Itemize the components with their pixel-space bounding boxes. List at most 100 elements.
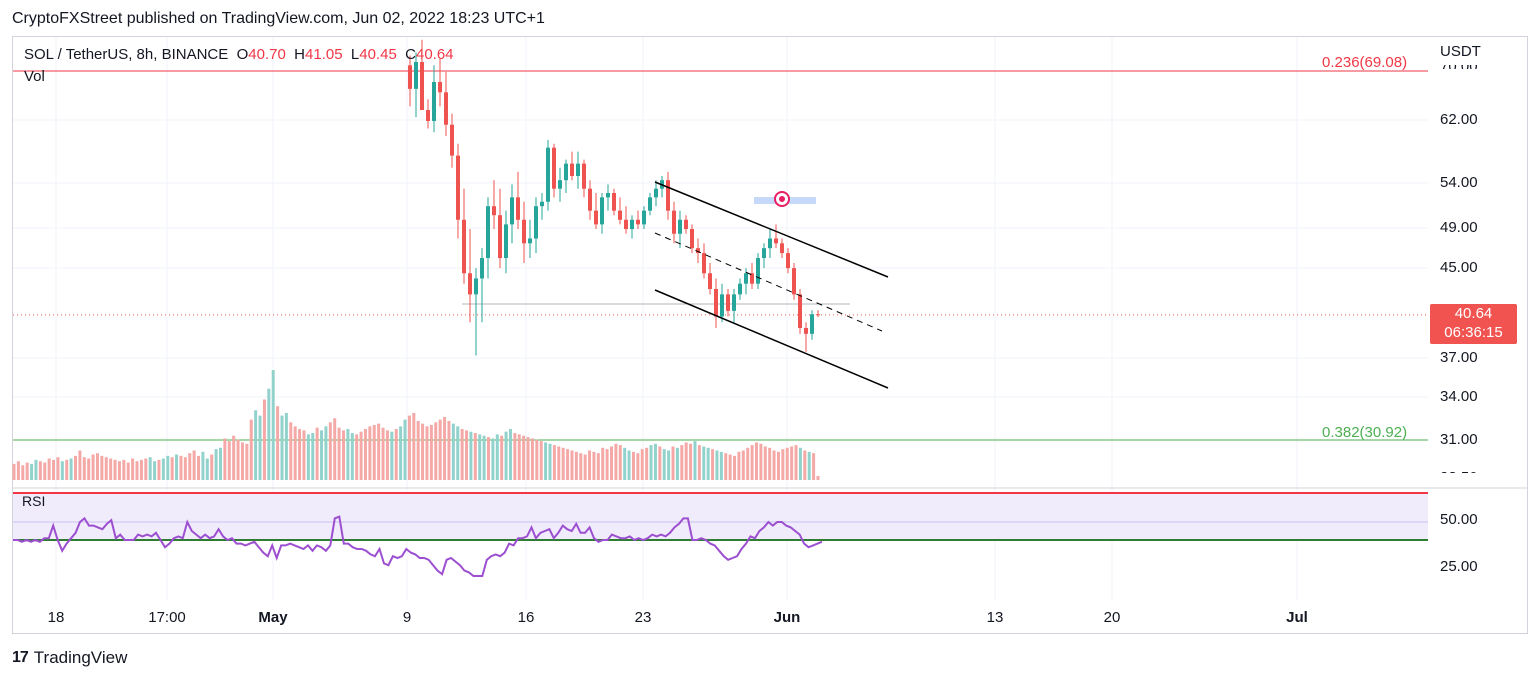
volume-bar <box>768 447 772 480</box>
volume-bar <box>724 453 728 480</box>
volume-bar <box>394 429 398 480</box>
volume-bar <box>368 426 372 480</box>
volume-bar <box>596 453 600 480</box>
volume-bar <box>579 453 583 480</box>
volume-bar <box>754 442 758 480</box>
candle-body <box>654 188 658 198</box>
volume-bar <box>254 410 258 480</box>
volume-bar <box>684 442 688 480</box>
volume-bar <box>25 462 29 480</box>
volume-bar <box>183 457 187 480</box>
volume-bar <box>302 430 306 480</box>
volume-bar <box>746 447 750 480</box>
volume-bar <box>627 450 631 480</box>
candle-body <box>642 210 646 225</box>
volume-bar <box>610 446 614 480</box>
candle-body <box>456 155 460 220</box>
volume-bar <box>192 450 196 480</box>
chart-panel[interactable] <box>12 36 1528 634</box>
volume-bar <box>500 435 504 480</box>
volume-bar <box>425 426 429 480</box>
volume-bar <box>592 451 596 480</box>
volume-bar <box>522 435 526 480</box>
candle-body <box>618 210 622 220</box>
tradingview-brand: TradingView <box>33 648 128 667</box>
volume-bar <box>689 443 693 480</box>
volume-bar <box>482 435 486 480</box>
tradingview-logo-icon: 17 <box>12 649 29 666</box>
y-tick-label: 37.00 <box>1440 349 1478 366</box>
volume-bar <box>333 418 337 480</box>
volume-bar <box>473 433 477 480</box>
rsi-tick-label: 50.00 <box>1440 511 1478 528</box>
volume-bar <box>526 437 530 480</box>
volume-bar <box>460 429 464 480</box>
volume-bar <box>218 447 222 480</box>
x-tick-label: Jun <box>773 609 801 626</box>
volume-bar <box>21 465 25 480</box>
candle-body <box>504 224 508 259</box>
volume-bar <box>267 388 271 480</box>
rsi-line <box>13 515 823 577</box>
volume-bar <box>104 457 108 480</box>
x-tick-label: 9 <box>402 609 412 626</box>
volume-bar <box>197 455 201 480</box>
volume-bar <box>34 459 38 480</box>
candle-body <box>534 206 538 239</box>
candle-body <box>510 197 514 225</box>
volume-bar <box>702 446 706 480</box>
candle-body <box>672 210 676 234</box>
tradingview-footer[interactable]: 17 TradingView <box>12 648 127 668</box>
volume-bar <box>131 458 135 480</box>
volume-bar <box>188 453 192 480</box>
candle-body <box>714 289 718 317</box>
volume-bar <box>350 433 354 480</box>
volume-bar <box>763 446 767 480</box>
candle-body <box>762 248 766 259</box>
volume-bar <box>43 462 47 480</box>
volume-bar <box>667 450 671 480</box>
candle-body <box>804 327 808 334</box>
x-tick-label: 20 <box>1103 609 1121 626</box>
candle-body <box>414 62 418 89</box>
volume-bar <box>38 461 42 480</box>
volume-bar <box>399 426 403 480</box>
volume-bar <box>816 475 820 480</box>
x-tick-label: Jul <box>1286 609 1308 626</box>
volume-bar <box>16 461 20 480</box>
volume-bar <box>561 447 565 480</box>
volume-bar <box>530 438 534 480</box>
published-header: CryptoFXStreet published on TradingView.… <box>12 10 545 27</box>
volume-bar <box>583 454 587 480</box>
volume-bar <box>478 434 482 480</box>
volume-bar <box>623 447 627 480</box>
candle-body <box>582 163 586 189</box>
volume-bar <box>658 446 662 480</box>
close-label: C <box>405 46 416 63</box>
candle-body <box>756 258 760 284</box>
volume-bar <box>697 445 701 480</box>
candle-body <box>624 219 628 230</box>
volume-bar <box>157 459 161 480</box>
volume-bar <box>421 423 425 480</box>
candle-body <box>792 268 796 295</box>
volume-bar <box>56 457 60 480</box>
volume-bar <box>614 443 618 480</box>
volume-bar <box>87 458 91 480</box>
volume-bar <box>337 427 341 480</box>
volume-bar <box>12 463 16 480</box>
volume-bar <box>508 429 512 480</box>
high-label: H <box>294 46 306 63</box>
y-tick-label: 62.00 <box>1440 111 1478 128</box>
volume-bar <box>355 434 359 480</box>
volume-bar <box>390 431 394 480</box>
candle-body <box>408 65 412 89</box>
volume-bar <box>298 429 302 480</box>
candle-body <box>810 314 814 334</box>
volume-bar <box>258 415 262 480</box>
currency-unit: USDT <box>1440 43 1481 60</box>
volume-bar <box>640 449 644 480</box>
volume-bar <box>733 455 737 480</box>
volume-bar <box>289 422 293 480</box>
